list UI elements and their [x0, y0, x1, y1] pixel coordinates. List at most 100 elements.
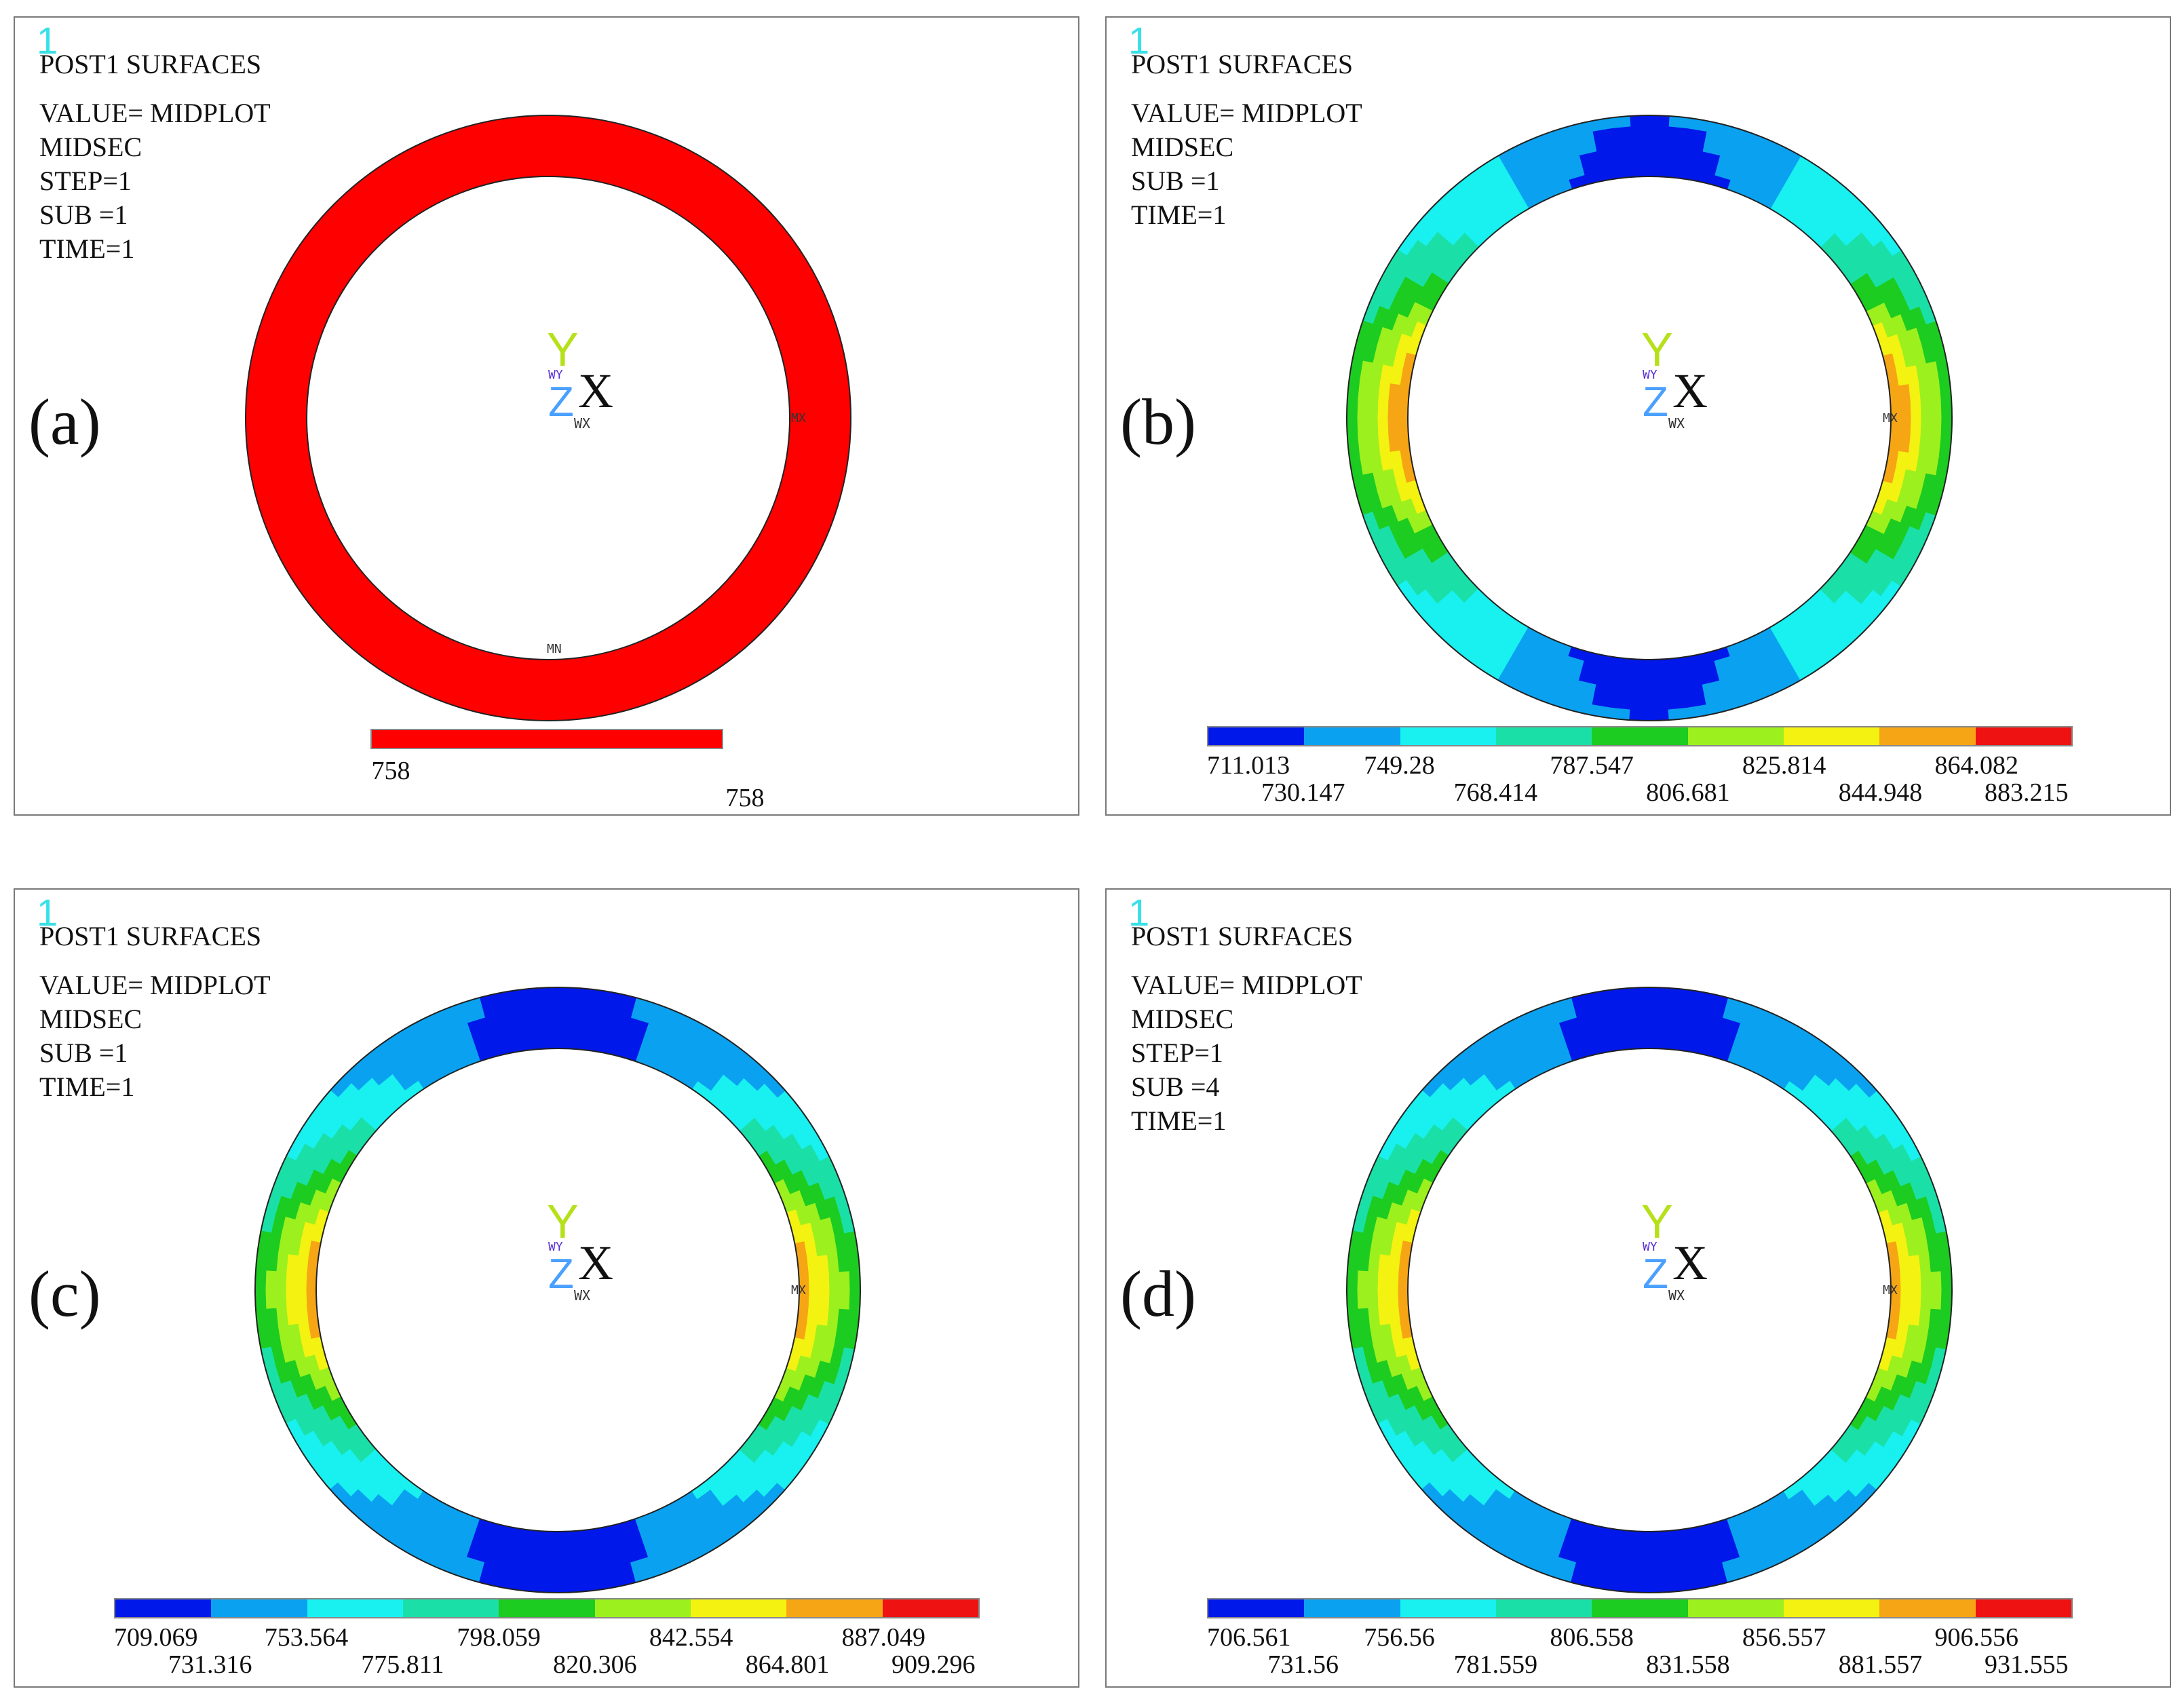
contour-cell: [807, 1255, 820, 1274]
panel-b: 1 POST1 SURFACES VALUE= MIDPLOT MIDSEC S…: [1105, 16, 2171, 816]
contour-cell: [1920, 399, 1932, 419]
legend-value: 909.296: [892, 1650, 976, 1679]
contour-cell: [1649, 1017, 1668, 1029]
contour-cell: [305, 1289, 318, 1307]
contour-cell: [1649, 1551, 1668, 1563]
contour-cell: [537, 987, 558, 999]
contour-cell: [1649, 135, 1668, 147]
contour-cell: [1630, 997, 1650, 1009]
legend-value: 731.316: [168, 1650, 252, 1679]
contour-cell: [1665, 156, 1684, 169]
contour-cell: [538, 1571, 558, 1583]
contour-cell: [1649, 987, 1670, 999]
contour-cell: [1387, 1255, 1400, 1274]
wy-label: WY: [1643, 1240, 1658, 1254]
info-line: TIME=1: [39, 1072, 135, 1102]
info-line: MIDSEC: [1131, 1004, 1234, 1034]
contour-cell: [1930, 398, 1942, 419]
legend-swatch: [1975, 727, 2071, 745]
legend-value: 731.56: [1267, 1650, 1339, 1679]
contour-cell: [849, 1289, 861, 1310]
contour-cell: [265, 1289, 277, 1310]
contour-cell: [275, 1289, 287, 1309]
contour-cell: [1910, 417, 1922, 436]
contour-cell: [1898, 1255, 1911, 1274]
contour-cell: [1649, 125, 1669, 137]
plot-info: POST1 SURFACES VALUE= MIDPLOT MIDSEC SUB…: [1131, 48, 1362, 232]
contour-cell: [1665, 1539, 1684, 1552]
stress-ring: [1346, 115, 1953, 721]
contour-cell: [1649, 658, 1666, 670]
contour-cell: [808, 1272, 820, 1291]
panel-label: (d): [1120, 1257, 1196, 1330]
legend-bar: [1207, 1598, 2073, 1618]
info-line: VALUE= MIDPLOT: [39, 970, 271, 1000]
info-line: VALUE= MIDPLOT: [39, 98, 271, 128]
legend-swatch: [1208, 1599, 1305, 1617]
contour-cell: [1632, 1038, 1650, 1050]
legend-swatch: [882, 1599, 978, 1617]
contour-cell: [1920, 417, 1932, 437]
stress-ring: [254, 987, 861, 1593]
y-axis-label: Y: [1641, 1195, 1673, 1248]
legend-bar: [370, 729, 723, 749]
contour-cell: [1615, 1539, 1634, 1552]
z-axis-label: Z: [548, 1251, 574, 1297]
contour-cell: [539, 1017, 558, 1029]
contour-cell: [1920, 1289, 1932, 1309]
contour-cell: [1649, 1540, 1667, 1553]
legend-swatch: [1304, 727, 1400, 745]
contour-cell: [537, 1581, 558, 1593]
z-axis-label: Z: [548, 379, 574, 425]
contour-cell: [1920, 1271, 1932, 1291]
legend-swatch: [594, 1599, 691, 1617]
contour-cell: [808, 1289, 820, 1308]
contour-cell: [1630, 135, 1650, 147]
contour-cell: [839, 1289, 851, 1310]
contour-cell: [557, 987, 578, 999]
contour-cell: [573, 1028, 592, 1041]
plot-info: POST1 SURFACES VALUE= MIDPLOT MIDSEC STE…: [1131, 920, 1362, 1138]
contour-cell: [1649, 1038, 1666, 1050]
legend-swatch: [499, 1599, 595, 1617]
contour-cell: [539, 1551, 558, 1563]
legend-swatch: [1400, 727, 1496, 745]
info-line: SUB =1: [1131, 166, 1220, 196]
legend-value: 781.559: [1453, 1650, 1538, 1679]
contour-cell: [1649, 668, 1667, 681]
contour-cell: [1631, 679, 1650, 691]
contour-cell: [1649, 1027, 1667, 1040]
contour-cell: [1377, 417, 1389, 436]
legend-value: 775.811: [361, 1650, 444, 1679]
contour-cell: [1387, 434, 1400, 453]
contour-cell: [1910, 400, 1922, 419]
legend-value: 756.56: [1364, 1623, 1435, 1652]
legend-swatch: [690, 1599, 787, 1617]
contour-cell: [1629, 1581, 1650, 1593]
info-line: VALUE= MIDPLOT: [1131, 970, 1362, 1000]
contour-cell: [828, 1271, 841, 1291]
legend-swatch: [115, 1599, 212, 1617]
z-axis-label: Z: [1643, 1251, 1668, 1297]
max-marker: MX: [1883, 411, 1898, 425]
contour-cell: [557, 1581, 578, 1593]
plot-number: 1: [37, 891, 58, 934]
contour-cell: [541, 1038, 558, 1050]
contour-cell: [557, 1571, 577, 1583]
contour-cell: [1629, 987, 1650, 999]
legend-swatch: [1592, 1599, 1688, 1617]
info-line: SUB =1: [39, 200, 128, 230]
contour-cell: [1630, 689, 1650, 701]
contour-cell: [1397, 1289, 1409, 1307]
plot-info: POST1 SURFACES VALUE= MIDPLOT MIDSEC STE…: [39, 48, 271, 266]
contour-cell: [1631, 1017, 1650, 1029]
legend-swatch: [1687, 727, 1784, 745]
contour-cell: [1377, 400, 1389, 419]
contour-cell: [557, 1027, 575, 1040]
contour-cell: [1615, 156, 1634, 169]
contour-cell: [1387, 1272, 1399, 1291]
contour-cell: [1387, 1306, 1400, 1325]
contour-cell: [1900, 1272, 1912, 1291]
contour-cell: [1630, 125, 1650, 137]
contour-cell: [557, 1561, 577, 1573]
